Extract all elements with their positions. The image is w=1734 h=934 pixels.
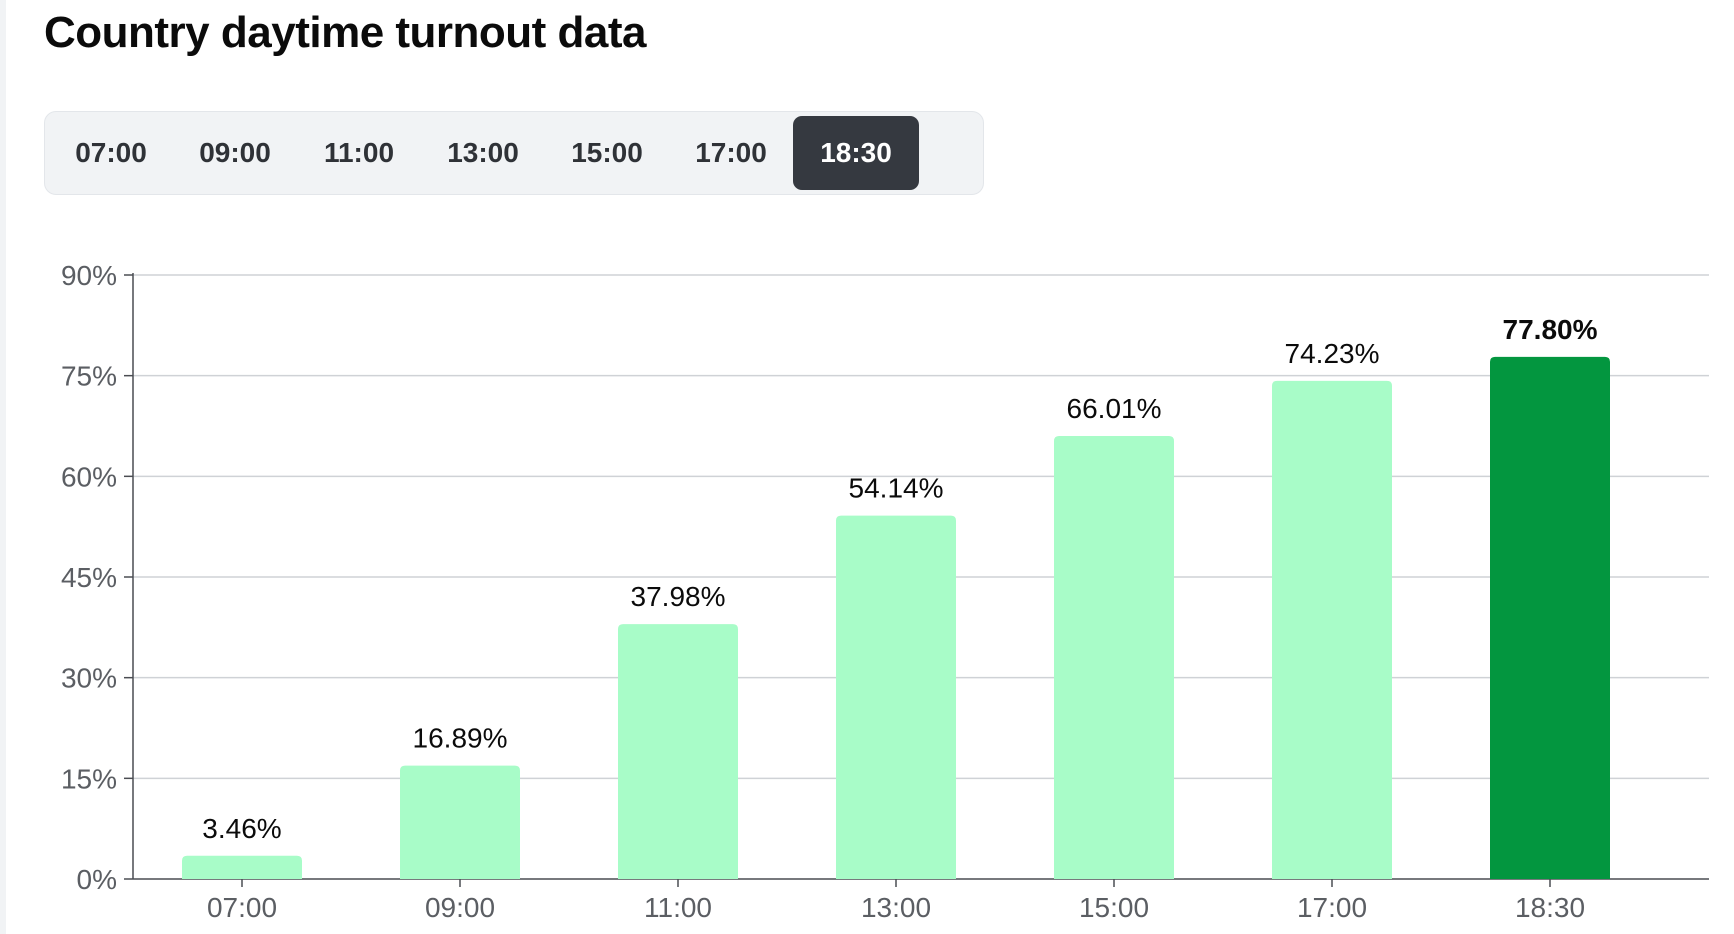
value-label-0900: 16.89%	[413, 723, 508, 754]
x-tick-label: 17:00	[1297, 892, 1367, 923]
y-tick-label: 30%	[61, 663, 117, 694]
value-label-1100: 37.98%	[631, 581, 726, 612]
value-label-1700: 74.23%	[1285, 338, 1380, 369]
page-title: Country daytime turnout data	[44, 8, 647, 57]
value-label-0700: 3.46%	[202, 813, 281, 844]
tab-0900[interactable]: 09:00	[173, 116, 297, 190]
bar-0700	[182, 855, 302, 879]
x-tick-label: 09:00	[425, 892, 495, 923]
y-tick-label: 45%	[61, 562, 117, 593]
value-label-1830: 77.80%	[1503, 314, 1598, 345]
turnout-bar-chart: 0% 15% 30% 45% 60% 75% 90% 3.46% 07:00 16.89% 09:0…	[61, 260, 1709, 923]
bar-0900	[400, 765, 520, 879]
tab-1700[interactable]: 17:00	[669, 116, 793, 190]
tab-1300[interactable]: 13:00	[421, 116, 545, 190]
x-tick-label: 15:00	[1079, 892, 1149, 923]
y-tick-label: 90%	[61, 260, 117, 291]
y-tick-label: 15%	[61, 763, 117, 794]
time-tabs: 07:00 09:00 11:00 13:00 15:00 17:00 18:30	[44, 111, 984, 195]
x-tick-label: 13:00	[861, 892, 931, 923]
bar-1830	[1490, 356, 1610, 879]
y-tick-label: 60%	[61, 461, 117, 492]
y-tick-label: 75%	[61, 361, 117, 392]
tab-1830[interactable]: 18:30	[793, 116, 919, 190]
tab-0700[interactable]: 07:00	[49, 116, 173, 190]
x-tick-label: 07:00	[207, 892, 277, 923]
tab-1500[interactable]: 15:00	[545, 116, 669, 190]
bar-1100	[618, 624, 738, 879]
value-label-1300: 54.14%	[849, 473, 944, 504]
tab-1100[interactable]: 11:00	[297, 116, 421, 190]
bar-1300	[836, 515, 956, 879]
value-label-1500: 66.01%	[1067, 393, 1162, 424]
left-edge-strip	[0, 0, 6, 934]
x-tick-label: 18:30	[1515, 892, 1585, 923]
bar-1500	[1054, 435, 1174, 879]
x-tick-label: 11:00	[644, 892, 712, 923]
bar-1700	[1272, 380, 1392, 879]
y-tick-label: 0%	[77, 864, 117, 895]
